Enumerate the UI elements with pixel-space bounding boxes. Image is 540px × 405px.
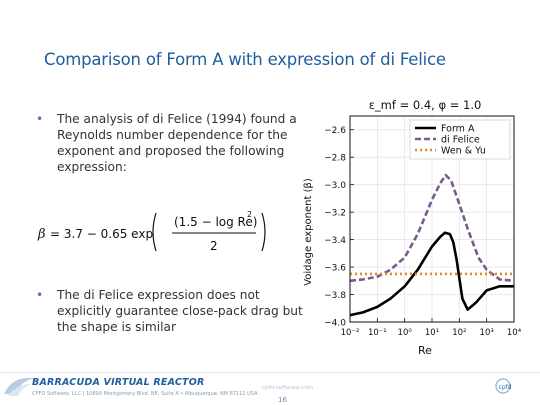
y-tick-label: −2.6 bbox=[324, 126, 346, 136]
grid bbox=[349, 116, 515, 323]
y-axis-label: Voidage exponent (β) bbox=[303, 178, 314, 286]
bullet-text: The analysis of di Felice (1994) found a… bbox=[57, 112, 297, 174]
x-tick-label: 10⁻¹ bbox=[368, 328, 387, 338]
x-tick-label: 10⁰ bbox=[398, 328, 413, 338]
legend-label: Wen & Yu bbox=[441, 146, 486, 157]
x-tick-label: 10³ bbox=[480, 328, 494, 338]
series-di-felice bbox=[349, 173, 515, 283]
formula-exponent: 2 bbox=[247, 210, 252, 219]
bullet-text: The di Felice expression does not explic… bbox=[57, 288, 303, 334]
y-tick-label: −3.8 bbox=[324, 291, 346, 301]
ticks: −2.6 −2.8 −3.0 −3.2 −3.4 −3.6 −3.8 −4.010⁻² 10⁻¹… bbox=[324, 126, 522, 338]
page-number: 16 bbox=[278, 396, 287, 404]
formula-denominator: 2 bbox=[210, 239, 218, 253]
voidage-exponent-chart: ε_mf = 0.4, φ = 1.0 −2.6 −2.8 −3.0 −3.2 −3.4… bbox=[303, 98, 522, 357]
bullet-shape: • The di Felice expression does not expl… bbox=[36, 287, 309, 335]
legend-label: Form A bbox=[441, 124, 475, 135]
cpfd-logo-icon: cpfd bbox=[495, 378, 512, 394]
y-tick-label: −4.0 bbox=[324, 319, 346, 329]
x-axis-label: Re bbox=[418, 344, 432, 357]
bullet-marker: • bbox=[36, 288, 44, 302]
y-tick-label: −3.4 bbox=[324, 236, 346, 246]
footer-divider bbox=[0, 372, 540, 373]
bullet-analysis: • The analysis of di Felice (1994) found… bbox=[36, 111, 309, 175]
barracuda-swoosh-icon bbox=[4, 377, 34, 396]
formula-numerator: (1.5 − log Re) bbox=[174, 215, 257, 229]
left-paren bbox=[152, 212, 157, 252]
bullet-marker: • bbox=[36, 112, 44, 126]
di-felice-formula: β = 3.7 − 0.65 exp (1.5 − log Re) 2 2 bbox=[37, 210, 266, 253]
series-layer bbox=[349, 173, 515, 317]
x-tick-label: 10¹ bbox=[425, 328, 439, 338]
website-link[interactable]: cpfd-software.com bbox=[262, 385, 314, 391]
x-tick-label: 10⁴ bbox=[507, 328, 522, 338]
product-logo: BARRACUDA VIRTUAL REACTOR bbox=[32, 377, 205, 388]
formula-lhs: β bbox=[37, 227, 46, 242]
cpfd-logo-text: cpfd bbox=[498, 384, 511, 391]
right-paren bbox=[261, 212, 266, 252]
chart-title: ε_mf = 0.4, φ = 1.0 bbox=[369, 98, 482, 112]
x-tick-label: 10⁻² bbox=[341, 328, 360, 338]
y-tick-label: −3.6 bbox=[324, 264, 346, 274]
legend-label: di Felice bbox=[441, 135, 480, 146]
x-tick-label: 10² bbox=[452, 328, 466, 338]
y-tick-label: −3.2 bbox=[324, 209, 346, 219]
slide-title: Comparison of Form A with expression of … bbox=[44, 50, 446, 69]
y-tick-label: −3.0 bbox=[324, 181, 346, 191]
y-tick-label: −2.8 bbox=[324, 154, 346, 164]
company-address: CPFD Software, LLC | 10899 Montgomery Bl… bbox=[32, 391, 258, 397]
formula-rhs: = 3.7 − 0.65 exp bbox=[50, 227, 153, 241]
series-form-a bbox=[349, 231, 514, 317]
